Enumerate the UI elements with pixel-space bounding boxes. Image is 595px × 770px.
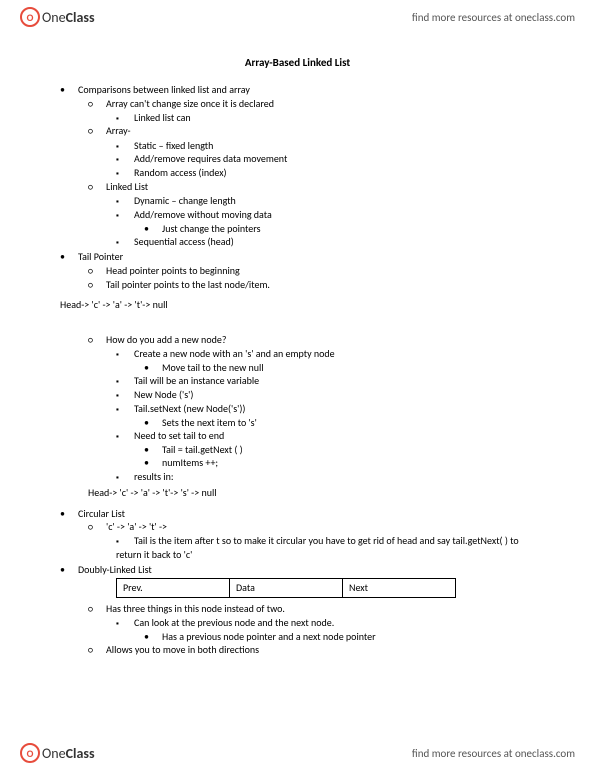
section-doubly-linked: Doubly-Linked List Prev. Data Next Has t…: [60, 563, 535, 658]
list-item: Tail pointer points to the last node/ite…: [88, 278, 535, 292]
section-tail-pointer: Tail Pointer Head pointer points to begi…: [60, 250, 535, 292]
list-item: Sets the next item to 's': [144, 416, 535, 430]
list-item: Head pointer points to beginning: [88, 264, 535, 278]
list-item: Static – fixed length: [116, 139, 535, 153]
list-item: Dynamic – change length: [116, 194, 535, 208]
list-item: Tail will be an instance variable: [116, 374, 535, 388]
resources-link[interactable]: find more resources at oneclass.com: [412, 11, 575, 24]
header: O OneClass find more resources at onecla…: [0, 0, 595, 34]
list-item: Tail.setNext (new Node('s')) Sets the ne…: [116, 402, 535, 429]
list-item: numItems ++;: [144, 456, 535, 470]
section-circular-list: Circular List 'c' -> 'a' -> 't' -> Tail …: [60, 507, 535, 562]
list-item: Has a previous node pointer and a next n…: [144, 630, 535, 644]
list-item: Linked list can: [116, 111, 535, 125]
resources-link-footer[interactable]: find more resources at oneclass.com: [412, 747, 575, 760]
list-item: Sequential access (head): [116, 235, 535, 249]
logo: O OneClass: [20, 7, 95, 27]
list-item: results in:: [116, 470, 535, 484]
list-item: Add/remove without moving data Just chan…: [116, 208, 535, 235]
page-title: Array-Based Linked List: [60, 56, 535, 69]
logo-icon: O: [20, 743, 40, 763]
list-item: Array can't change size once it is decla…: [88, 97, 535, 125]
document-content: Array-Based Linked List Comparisons betw…: [0, 34, 595, 668]
list-item: Can look at the previous node and the ne…: [116, 616, 535, 643]
node-table: Prev. Data Next: [116, 578, 456, 598]
list-item: Just change the pointers: [144, 222, 535, 236]
list-item: New Node ('s'): [116, 388, 535, 402]
list-item: Has three things in this node instead of…: [88, 602, 535, 643]
chain-example-1: Head-> 'c' -> 'a' -> 't'-> null: [60, 298, 535, 311]
table-cell-data: Data: [230, 579, 343, 598]
list-item: Linked List Dynamic – change length Add/…: [88, 180, 535, 249]
list-item: 'c' -> 'a' -> 't' -> Tail is the item af…: [88, 520, 535, 561]
list-item: Add/remove requires data movement: [116, 152, 535, 166]
section-comparisons: Comparisons between linked list and arra…: [60, 83, 535, 249]
logo-text: OneClass: [42, 745, 95, 762]
list-item: Create a new node with an 's' and an emp…: [116, 347, 535, 374]
chain-example-2: Head-> 'c' -> 'a' -> 't'-> 's' -> null: [88, 486, 535, 499]
logo-text: OneClass: [42, 9, 95, 26]
list-item: Tail = tail.getNext ( ): [144, 443, 535, 457]
section-add-node: How do you add a new node? Create a new …: [88, 333, 535, 484]
table-cell-prev: Prev.: [117, 579, 230, 598]
list-item: Need to set tail to end Tail = tail.getN…: [116, 429, 535, 470]
list-item: Array- Static – fixed length Add/remove …: [88, 124, 535, 180]
table-cell-next: Next: [343, 579, 456, 598]
list-item: Tail is the item after t so to make it c…: [116, 534, 535, 561]
logo-footer: O OneClass: [20, 743, 95, 763]
footer: O OneClass find more resources at onecla…: [0, 736, 595, 770]
logo-icon: O: [20, 7, 40, 27]
list-item: Allows you to move in both directions: [88, 643, 535, 657]
list-item: Move tail to the new null: [144, 361, 535, 375]
list-item: Random access (index): [116, 166, 535, 180]
